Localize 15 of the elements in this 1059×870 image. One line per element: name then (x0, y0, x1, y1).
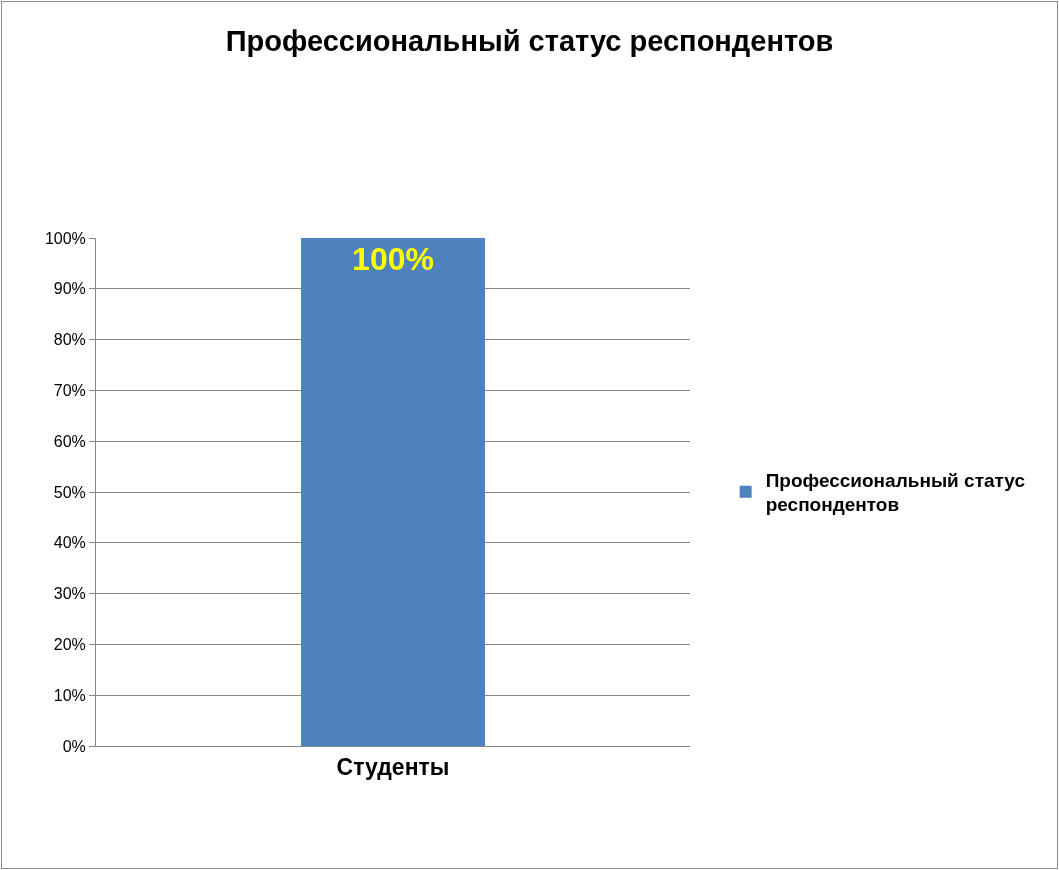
y-tick-label: 40% (53, 534, 86, 552)
y-tick-label: 50% (53, 483, 86, 501)
y-tick-label: 10% (53, 686, 86, 704)
y-tick-label: 20% (53, 636, 86, 653)
y-tick-label: 90% (53, 280, 86, 298)
data-label: 100% (352, 241, 434, 277)
legend-label: Профессиональный статус респондентов (765, 469, 1026, 516)
chart-title: Профессиональный статус респондентов (225, 25, 834, 58)
y-tick-label: 80% (53, 331, 86, 349)
y-tick-label: 70% (53, 382, 86, 399)
y-tick-label: 100% (44, 229, 86, 247)
y-tick-label: 30% (53, 585, 86, 603)
y-tick-label: 0% (62, 737, 86, 755)
y-tick-label: 60% (53, 432, 86, 450)
x-tick-label: Студенты (336, 753, 450, 780)
